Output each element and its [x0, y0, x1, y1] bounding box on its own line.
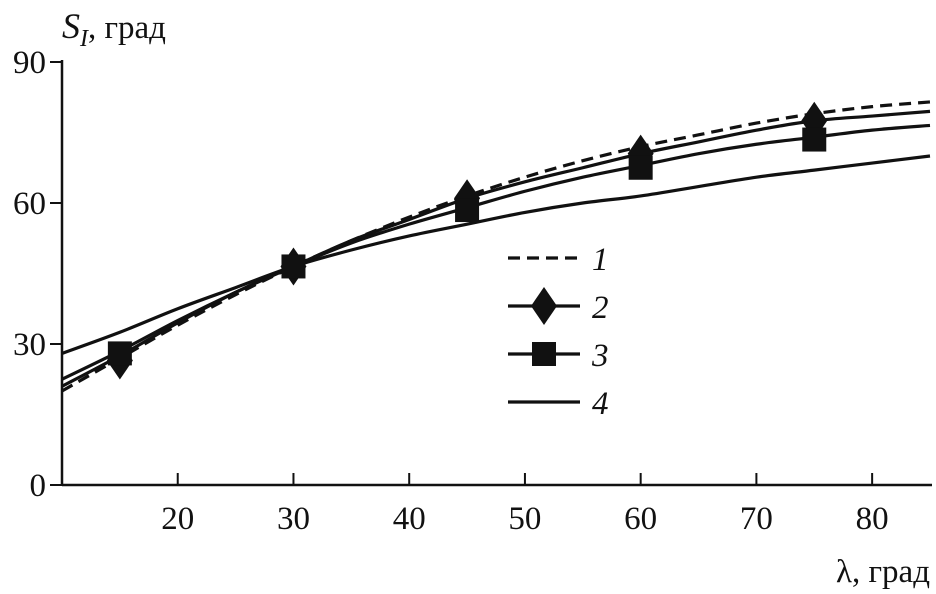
- x-axis-label: λ, град: [836, 554, 930, 590]
- y-axis-subscript: I: [79, 26, 89, 52]
- x-tick-label: 60: [624, 501, 657, 537]
- y-tick-label: 60: [13, 186, 46, 222]
- chart-series: [61, 100, 931, 393]
- series-4: [61, 154, 931, 355]
- y-tick-label: 30: [13, 327, 46, 363]
- series-markers-2: [106, 101, 828, 380]
- y-tick-label: 0: [30, 468, 47, 504]
- legend-marker-3: [532, 342, 556, 366]
- x-tick-label: 70: [740, 501, 773, 537]
- series-line-2: [61, 109, 931, 388]
- x-tick-label: 40: [393, 501, 426, 537]
- legend-label-2: 2: [592, 290, 609, 326]
- x-tick-label: 30: [277, 501, 310, 537]
- series-3-point: [281, 254, 306, 279]
- series-3-point: [628, 155, 653, 180]
- y-axis-symbol: S: [62, 6, 80, 46]
- legend-label-4: 4: [592, 386, 609, 422]
- series-line-4: [61, 154, 931, 355]
- chart-legend: 1 2 3 4: [508, 242, 609, 422]
- series-2: [61, 109, 931, 388]
- y-axis-label: SI, град: [62, 6, 166, 52]
- legend-label-3: 3: [591, 338, 609, 374]
- x-tick-label: 80: [856, 501, 889, 537]
- legend-label-1: 1: [592, 242, 609, 278]
- series-3-point: [802, 127, 827, 152]
- series-markers-3: [107, 127, 827, 366]
- x-tick-label: 20: [161, 501, 194, 537]
- series-line-3: [61, 123, 931, 381]
- series-3: [61, 123, 931, 381]
- chart-axes: 20 30 40 50 60 70 80 0 30 60 90: [13, 45, 932, 537]
- series-1: [61, 100, 931, 393]
- series-3-point: [455, 198, 480, 223]
- x-tick-label: 50: [508, 501, 541, 537]
- legend-marker-2: [531, 287, 557, 325]
- series-3-point: [107, 341, 132, 366]
- y-tick-label: 90: [13, 45, 46, 81]
- y-axis-unit: , град: [88, 10, 166, 46]
- series-line-1: [61, 100, 931, 393]
